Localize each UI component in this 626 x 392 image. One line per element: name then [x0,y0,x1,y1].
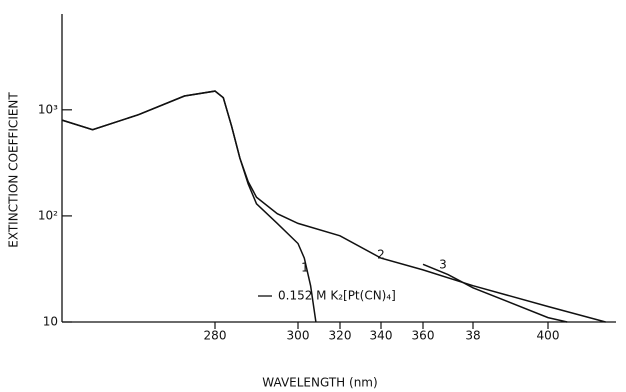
line [61,90,317,323]
series-label: 2 [377,248,385,262]
x-tick-label: 400 [537,329,560,343]
series-label: 3 [439,258,447,272]
x-tick-label: 38 [465,329,480,343]
x-axis-label: WAVELENGTH (nm) [262,376,377,390]
y-tick-label: 10² [38,208,58,222]
line [61,90,606,323]
y-tick-label: 10 [43,315,58,329]
line [422,263,568,323]
x-tick-label: 300 [287,329,310,343]
x-tick-label: 360 [412,329,435,343]
y-tick-label: 10³ [38,102,58,116]
x-tick-label: 280 [204,329,227,343]
series-label: 1 [301,261,309,275]
x-tick-label: 340 [370,329,393,343]
y-axis-label: EXTINCTION COEFFICIENT [7,92,21,248]
x-tick-label: 320 [329,329,352,343]
annotation: 0.152 M K₂[Pt(CN)₄] [278,289,396,303]
